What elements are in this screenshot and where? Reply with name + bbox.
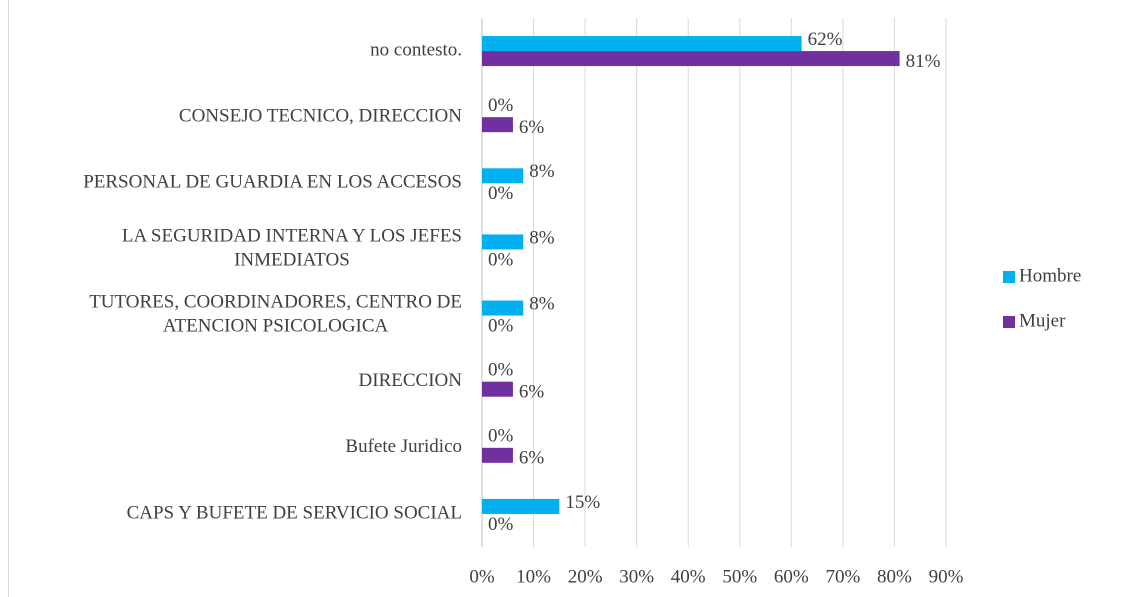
x-tick-label: 0% [469,566,495,587]
value-label: 6% [519,117,545,138]
x-tick-label: 50% [722,566,757,587]
value-label: 81% [906,51,941,72]
bar [482,234,524,250]
x-tick-label: 30% [619,566,654,587]
y-tick-label: DIRECCION [359,370,463,391]
value-label: 15% [565,492,600,513]
x-tick-label: 10% [516,566,551,587]
value-label: 8% [529,161,555,182]
bar [482,168,524,184]
bar [482,36,802,52]
value-label: 0% [488,360,514,381]
y-tick-label: LA SEGURIDAD INTERNA Y LOS JEFES INMEDIAT… [122,226,462,271]
y-tick-label: TUTORES, COORDINADORES, CENTRO DE ATENCIO… [89,292,462,337]
value-label: 0% [488,183,514,204]
value-label: 8% [529,227,555,248]
x-tick-label: 20% [568,566,603,587]
bar [482,51,900,67]
legend-swatch [1003,316,1015,328]
value-label: 6% [519,448,545,469]
bar [482,117,513,133]
value-label: 0% [488,426,514,447]
value-label: 0% [488,514,514,535]
chart-border [8,0,9,597]
y-tick-label: PERSONAL DE GUARDIA EN LOS ACCESOS [83,172,462,193]
y-tick-label: CONSEJO TECNICO, DIRECCION [179,106,462,127]
value-label: 62% [808,29,843,50]
y-tick-label: Bufete Juridico [345,436,462,457]
legend-label: Mujer [1019,310,1066,331]
legend-swatch [1003,271,1015,283]
value-label: 8% [529,293,555,314]
value-label: 6% [519,382,545,403]
bar [482,381,513,397]
x-tick-label: 90% [929,566,964,587]
value-label: 0% [488,249,514,270]
y-tick-label: no contesto. [370,39,462,60]
bar [482,300,524,316]
value-label: 0% [488,315,514,336]
y-tick-label: CAPS Y BUFETE DE SERVICIO SOCIAL [127,502,462,523]
value-label: 0% [488,95,514,116]
bar [482,498,560,514]
x-tick-label: 70% [825,566,860,587]
x-tick-label: 60% [774,566,809,587]
x-tick-label: 40% [671,566,706,587]
x-tick-label: 80% [877,566,912,587]
legend-label: Hombre [1019,265,1081,286]
bar [482,447,513,463]
